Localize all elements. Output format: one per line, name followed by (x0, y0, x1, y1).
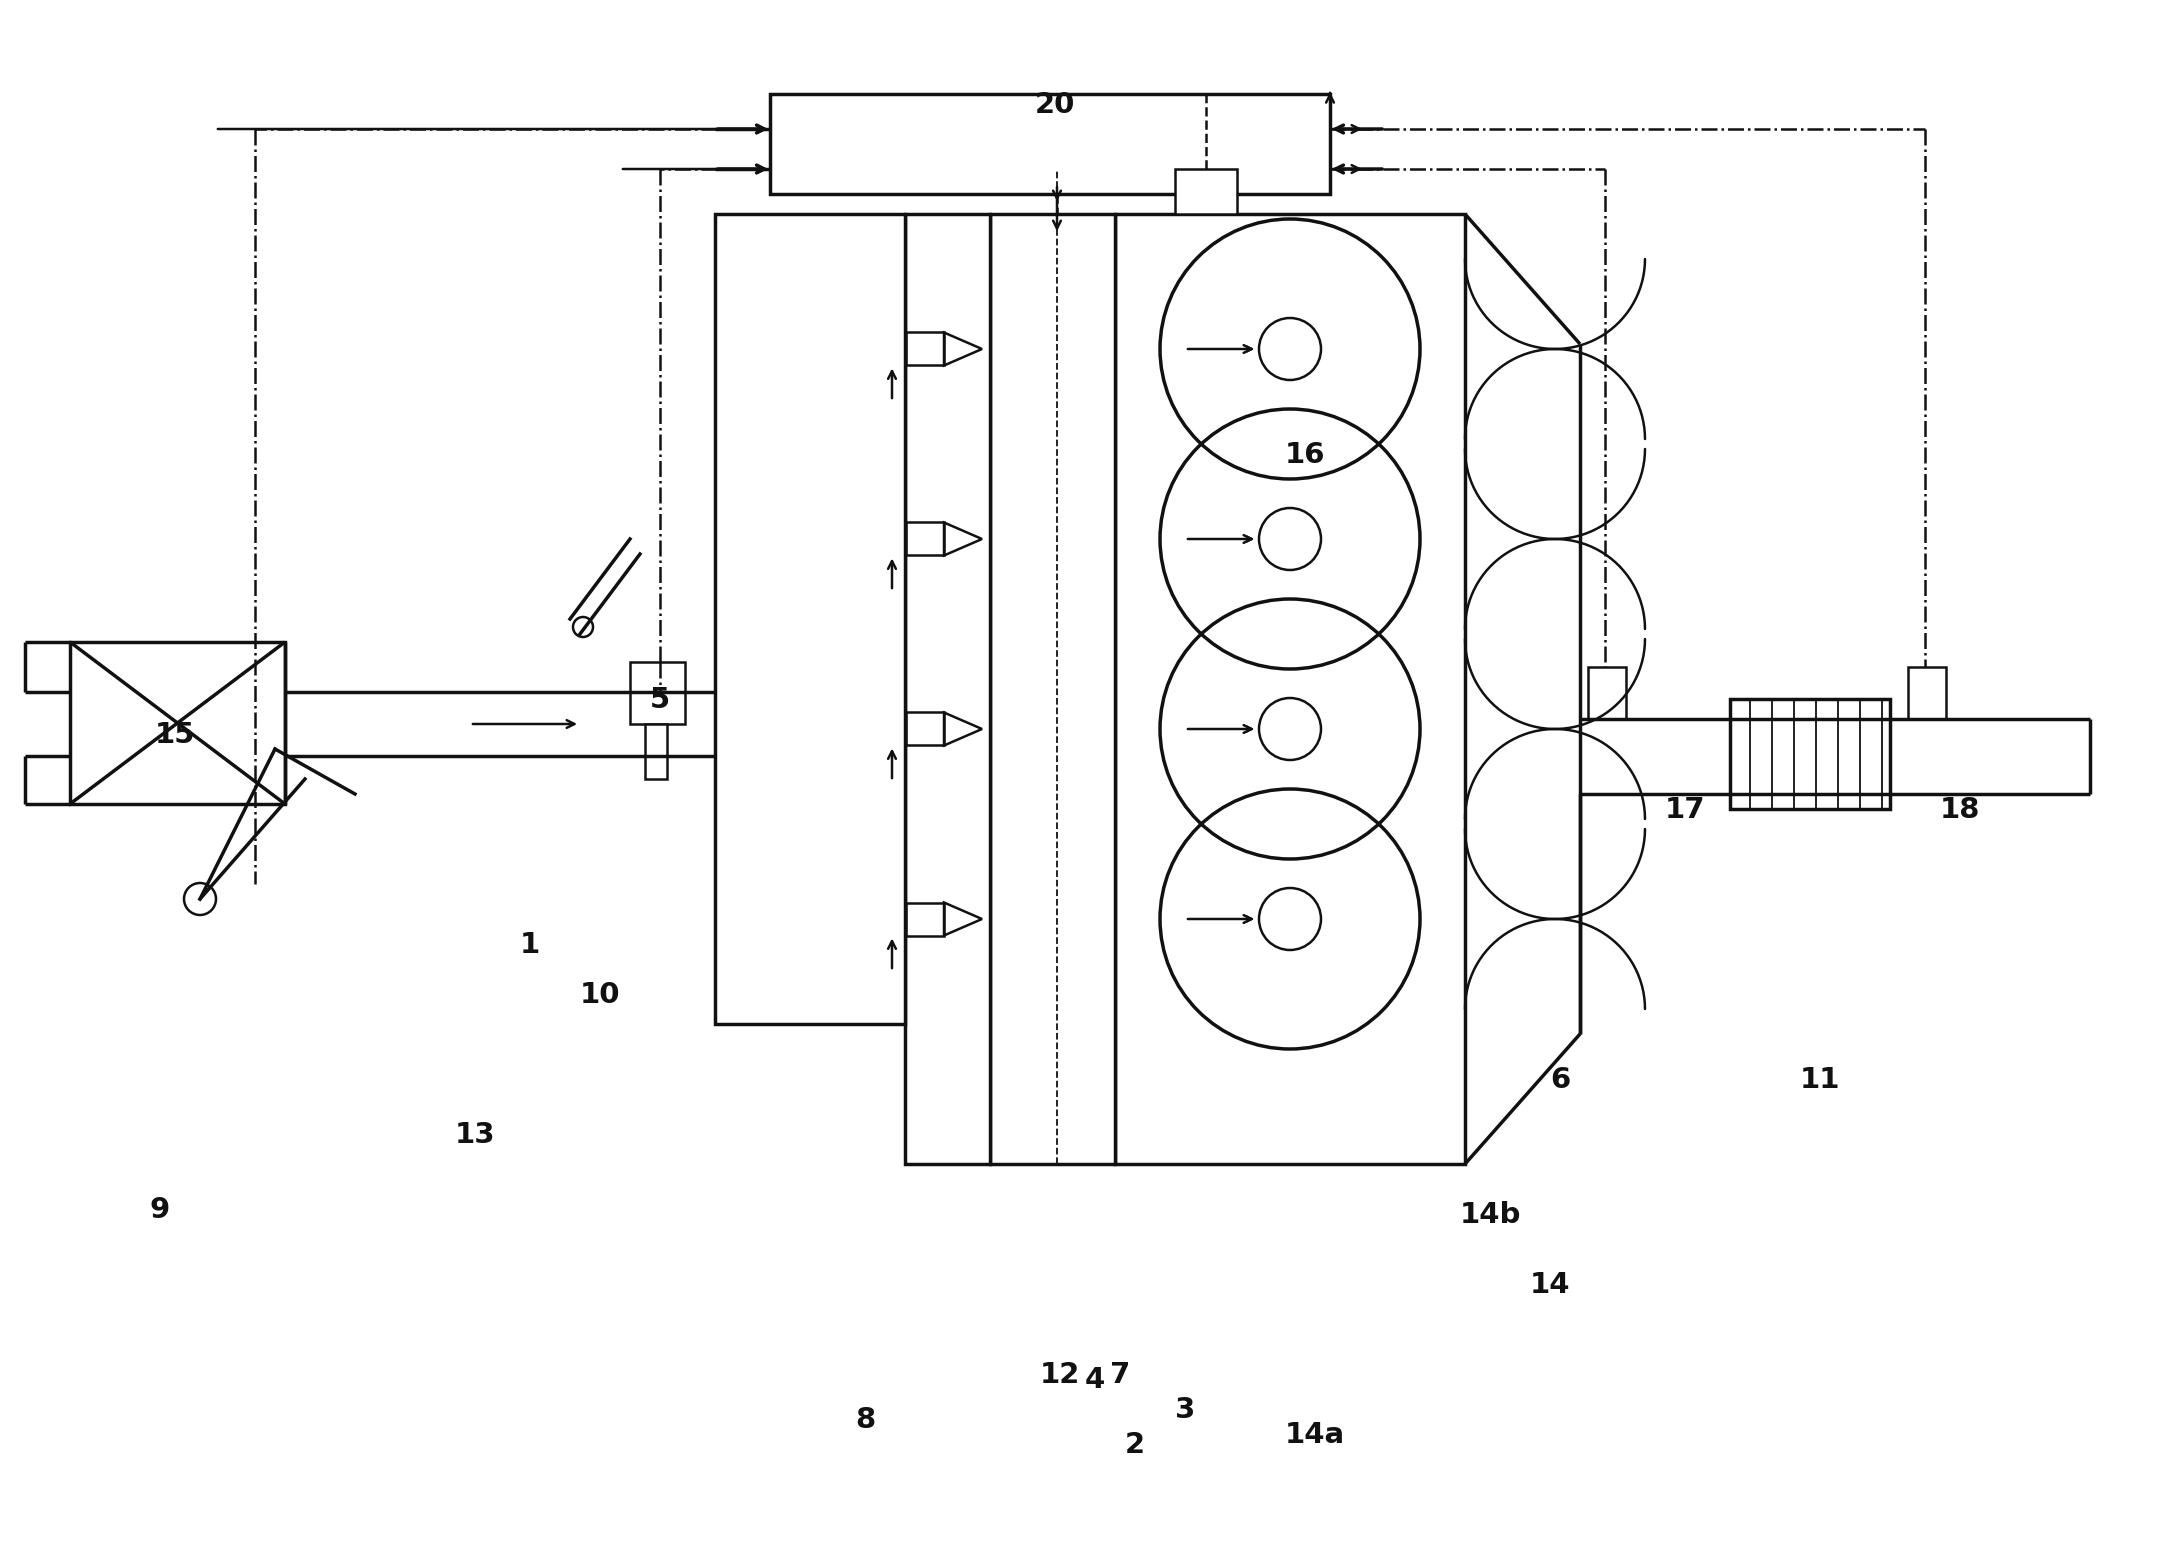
Bar (867, 887, 904, 949)
Text: 13: 13 (455, 1120, 494, 1148)
Text: 8: 8 (854, 1406, 876, 1434)
Bar (69, 642, 284, 803)
Text: 17: 17 (1665, 796, 1706, 824)
Text: 4: 4 (1084, 1366, 1106, 1394)
Text: 10: 10 (579, 981, 620, 1009)
Bar (867, 319, 904, 381)
Bar (1175, 169, 1238, 214)
Text: 20: 20 (1034, 92, 1075, 120)
Text: 14a: 14a (1286, 1420, 1344, 1448)
Bar (906, 522, 943, 555)
Bar (991, 214, 1114, 1164)
Bar (1587, 667, 1626, 720)
Bar (906, 333, 943, 365)
Bar (865, 903, 904, 936)
Text: 16: 16 (1286, 441, 1325, 469)
Text: 1: 1 (520, 931, 540, 959)
Text: 9: 9 (150, 1197, 169, 1225)
Bar (906, 903, 943, 936)
Bar (865, 712, 904, 746)
Text: 14: 14 (1531, 1271, 1570, 1299)
Bar (865, 333, 904, 365)
Bar (1908, 667, 1947, 720)
Text: 2: 2 (1125, 1431, 1145, 1459)
Bar (770, 93, 1329, 194)
Bar (867, 698, 904, 760)
Bar (646, 724, 668, 779)
Text: 11: 11 (1799, 1066, 1841, 1094)
Bar (865, 522, 904, 555)
Bar (867, 508, 904, 570)
Bar (1114, 214, 1466, 1164)
Text: 7: 7 (1110, 1361, 1130, 1389)
Text: 6: 6 (1550, 1066, 1570, 1094)
Text: 14b: 14b (1459, 1201, 1520, 1229)
Text: 18: 18 (1940, 796, 1979, 824)
Bar (904, 214, 991, 1164)
Bar (906, 712, 943, 746)
Bar (1730, 699, 1890, 810)
Text: 3: 3 (1175, 1395, 1195, 1423)
Text: 12: 12 (1041, 1361, 1080, 1389)
Text: 5: 5 (650, 685, 670, 713)
Bar (715, 214, 904, 1024)
Text: 15: 15 (154, 721, 195, 749)
Bar (631, 662, 685, 724)
